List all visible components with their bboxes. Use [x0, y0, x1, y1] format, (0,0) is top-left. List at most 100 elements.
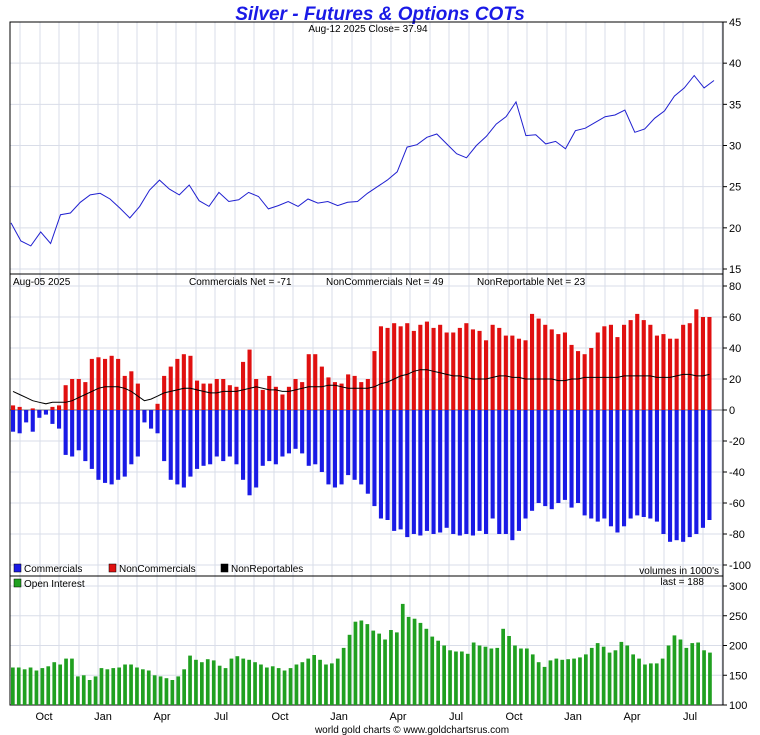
commercials-bar — [57, 410, 62, 429]
open-interest-bar — [347, 634, 352, 705]
price-panel-frame — [9, 21, 724, 275]
noncommercials-bar — [135, 383, 140, 410]
oi-tick-label: 100 — [729, 700, 747, 712]
x-tick-label: Jan — [330, 711, 348, 723]
noncommercials-bar — [306, 354, 311, 410]
cot-tick-label: -60 — [729, 498, 745, 510]
open-interest-bar — [217, 665, 222, 705]
commercials-bar — [162, 410, 167, 462]
commercials-bar — [687, 410, 692, 538]
noncommercials-bar — [392, 323, 397, 410]
noncommercials-bar — [595, 332, 600, 410]
open-interest-bar — [176, 676, 181, 705]
commercials-bar — [155, 410, 160, 434]
commercials-bar — [444, 410, 449, 528]
oi-tick-label: 250 — [729, 611, 747, 623]
cot-axis-ticks: 80 60 40 20 0 -20 -40 -60 -80 -100 — [723, 281, 751, 572]
commercials-bar — [661, 410, 666, 534]
open-interest-bar — [211, 660, 216, 705]
commercials-bar — [346, 410, 351, 476]
open-interest-bar — [99, 668, 104, 705]
commercials-net-label: Commercials Net = -71 — [189, 277, 292, 288]
noncommercials-bar — [694, 309, 699, 411]
x-tick-label: Oct — [505, 711, 522, 723]
noncommercials-bar — [418, 324, 423, 411]
noncommercials-bar — [332, 382, 337, 410]
noncommercials-bar — [668, 338, 673, 410]
x-tick-label: Apr — [153, 711, 170, 723]
oi-tick-label: 300 — [729, 581, 747, 593]
commercials-bar — [608, 410, 613, 527]
commercials-bar — [385, 410, 390, 520]
open-interest-bar — [554, 658, 559, 705]
commercials-bar — [635, 410, 640, 516]
cot-tick-label: -100 — [729, 560, 751, 572]
legend-label-noncommercials: NonCommercials — [119, 564, 196, 575]
x-tick-label: Jul — [449, 711, 463, 723]
commercials-bar — [516, 410, 521, 531]
noncommercials-bar — [63, 385, 68, 410]
commercials-bar — [589, 410, 594, 519]
commercials-bar — [497, 410, 502, 534]
noncommercials-bar — [674, 338, 679, 410]
commercials-bar — [648, 410, 653, 519]
noncommercials-bar — [615, 337, 620, 410]
legend-swatch-noncommercials — [108, 563, 117, 573]
noncommercials-bar — [175, 358, 180, 410]
open-interest-bar — [530, 654, 535, 705]
commercials-bar — [359, 410, 364, 485]
noncommercials-bar — [300, 382, 305, 410]
noncommercials-bar — [641, 320, 646, 410]
noncommercials-bar — [464, 323, 469, 410]
open-interest-bar — [158, 676, 163, 705]
open-interest-bar — [353, 621, 358, 705]
open-interest-bar — [666, 645, 671, 705]
open-interest-bar — [631, 654, 635, 705]
commercials-bar — [83, 410, 88, 462]
open-interest-bar — [34, 670, 39, 705]
commercials-bar — [457, 410, 462, 536]
open-interest-bar — [643, 664, 647, 705]
commercials-bar — [569, 410, 574, 508]
nonreportables-line — [12, 369, 710, 405]
open-interest-bar — [200, 662, 204, 705]
commercials-bar — [694, 410, 699, 534]
commercials-bar — [103, 410, 108, 483]
footer-credit: world gold charts © www.goldchartsrus.co… — [314, 725, 509, 735]
commercials-bar — [142, 410, 147, 423]
noncommercials-bar — [234, 386, 239, 411]
open-interest-bar — [164, 678, 169, 705]
open-interest-bar — [489, 648, 494, 705]
commercials-bar — [234, 410, 239, 465]
open-interest-bar — [40, 668, 45, 705]
noncommercials-bar — [208, 383, 213, 410]
open-interest-bar — [141, 669, 145, 705]
commercials-bar — [63, 410, 68, 455]
noncommercials-bar — [411, 330, 416, 410]
noncommercials-bar — [457, 327, 462, 410]
commercials-bar — [280, 410, 285, 457]
commercials-bar — [523, 410, 528, 519]
commercials-bar — [372, 410, 377, 507]
commercials-bar — [254, 410, 259, 488]
commercials-bar — [378, 410, 383, 519]
open-interest-bar — [300, 662, 305, 705]
commercials-bar — [398, 410, 403, 530]
commercials-bar — [70, 410, 75, 457]
noncommercials-bar — [195, 380, 200, 410]
commercials-bar — [241, 410, 246, 480]
noncommercials-bar — [589, 348, 594, 410]
noncommercials-bar — [654, 335, 659, 410]
commercials-bar — [615, 410, 620, 533]
open-interest-bar — [572, 658, 576, 705]
commercials-bar — [247, 410, 252, 496]
commercials-bar — [30, 410, 35, 432]
open-interest-bar — [288, 668, 293, 705]
noncommercials-bar — [608, 324, 613, 411]
noncommercials-bar — [576, 351, 581, 410]
open-interest-bar — [64, 658, 68, 705]
legend-swatch-open-interest — [13, 578, 22, 588]
open-interest-bar — [465, 653, 470, 705]
open-interest-bar — [525, 648, 529, 705]
noncommercials-bar — [661, 334, 666, 410]
